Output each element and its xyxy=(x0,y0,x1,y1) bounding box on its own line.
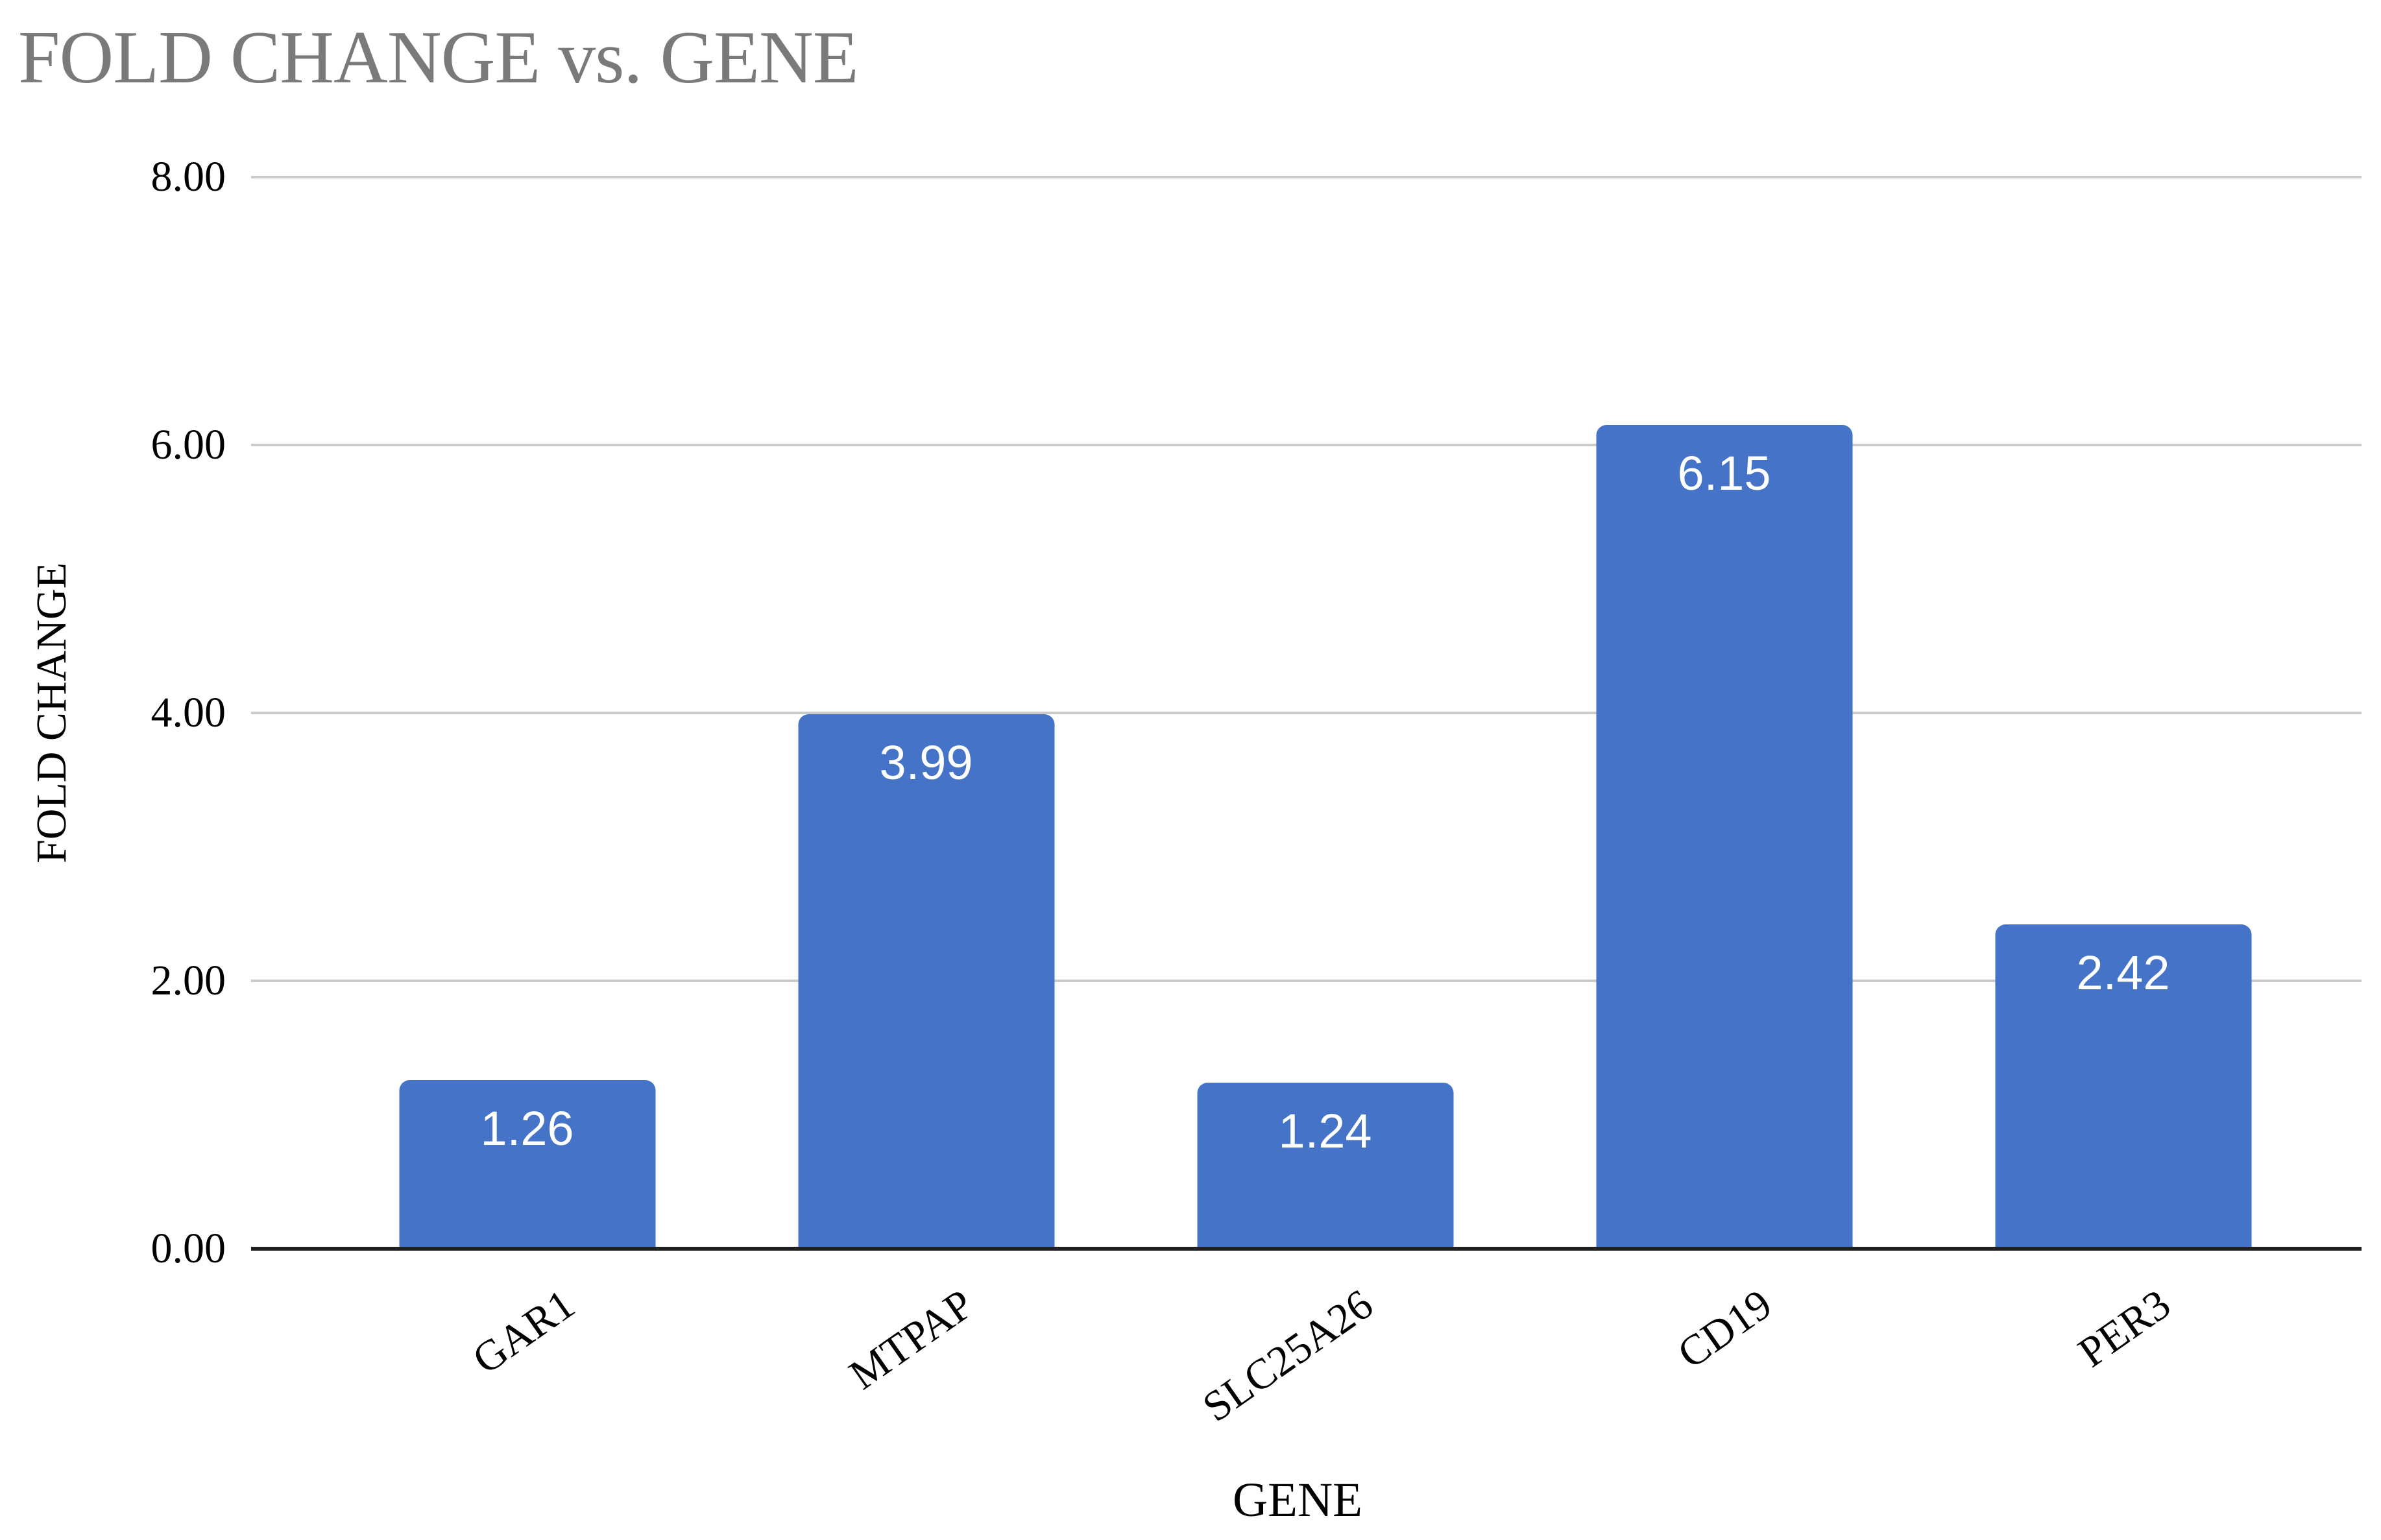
bar-SLC25A26: 1.24 xyxy=(1197,1082,1453,1249)
x-baseline-axis xyxy=(251,1247,2362,1251)
x-label-cell: PER3 xyxy=(1924,1249,2323,1443)
y-axis-tick-labels: 8.00 6.00 4.00 2.00 0.00 xyxy=(0,0,226,1540)
gridline xyxy=(251,712,2362,714)
x-category-label: CD19 xyxy=(1669,1280,1780,1378)
gridline xyxy=(251,176,2362,178)
x-category-label: GAR1 xyxy=(464,1280,583,1384)
bar-series: 1.26 3.99 1.24 6.15 2.42 xyxy=(328,177,2323,1249)
x-category-label: PER3 xyxy=(2070,1280,2179,1377)
y-tick-label: 8.00 xyxy=(151,153,226,200)
bar-slot: 1.24 xyxy=(1126,177,1525,1249)
plot-area: 1.26 3.99 1.24 6.15 2.42 GAR1 MTPAP SLC25A26 CD… xyxy=(251,176,2362,1431)
bar-value-label: 6.15 xyxy=(1677,446,1771,501)
bar-MTPAP: 3.99 xyxy=(798,714,1054,1249)
bar-slot: 3.99 xyxy=(727,177,1126,1249)
bar-value-label: 1.26 xyxy=(480,1101,574,1155)
bar-slot: 2.42 xyxy=(1924,177,2323,1249)
x-axis-title: GENE xyxy=(1233,1473,1362,1527)
bar-value-label: 2.42 xyxy=(2076,946,2170,1000)
y-tick-label: 0.00 xyxy=(151,1225,226,1272)
x-label-cell: SLC25A26 xyxy=(1126,1249,1525,1443)
chart-title: FOLD CHANGE vs. GENE xyxy=(18,16,859,99)
x-label-cell: MTPAP xyxy=(727,1249,1126,1443)
bar-GAR1: 1.26 xyxy=(399,1079,655,1249)
gridline xyxy=(251,444,2362,446)
x-label-cell: CD19 xyxy=(1525,1249,1924,1443)
bar-value-label: 1.24 xyxy=(1278,1103,1372,1158)
gridline xyxy=(251,980,2362,982)
bar-CD19: 6.15 xyxy=(1596,425,1852,1249)
x-axis-category-labels: GAR1 MTPAP SLC25A26 CD19 PER3 xyxy=(328,1249,2323,1443)
y-tick-label: 2.00 xyxy=(151,957,226,1004)
bar-slot: 1.26 xyxy=(328,177,727,1249)
x-label-cell: GAR1 xyxy=(328,1249,727,1443)
bar-value-label: 3.99 xyxy=(879,736,973,790)
x-category-label: SLC25A26 xyxy=(1194,1280,1381,1432)
y-tick-label: 6.00 xyxy=(151,421,226,468)
y-tick-label: 4.00 xyxy=(151,689,226,736)
x-category-label: MTPAP xyxy=(841,1280,982,1399)
bar-slot: 6.15 xyxy=(1525,177,1924,1249)
bar-PER3: 2.42 xyxy=(1995,924,2251,1249)
